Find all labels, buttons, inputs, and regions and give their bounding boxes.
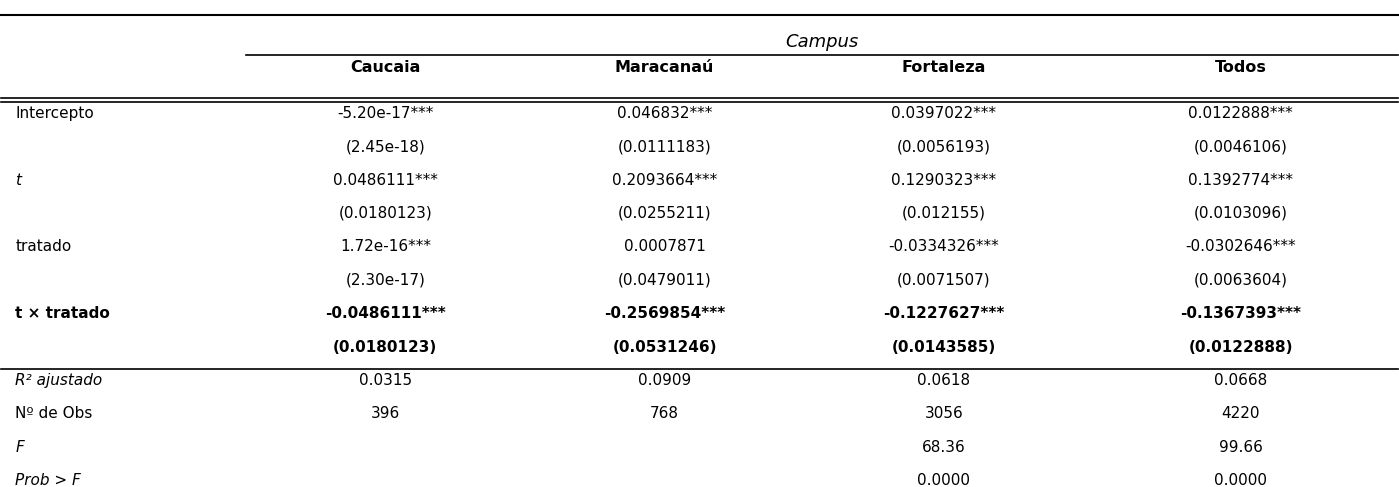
Text: Intercepto: Intercepto [15,106,94,121]
Text: 0.0397022***: 0.0397022*** [891,106,996,121]
Text: 0.2093664***: 0.2093664*** [611,172,718,187]
Text: (0.012155): (0.012155) [902,206,986,221]
Text: (0.0103096): (0.0103096) [1193,206,1287,221]
Text: (0.0046106): (0.0046106) [1193,139,1287,154]
Text: 0.0668: 0.0668 [1214,373,1267,388]
Text: t: t [15,172,21,187]
Text: 0.0315: 0.0315 [358,373,411,388]
Text: -0.0486111***: -0.0486111*** [325,306,446,321]
Text: 768: 768 [651,406,679,421]
Text: Prob > F: Prob > F [15,473,81,487]
Text: (0.0180123): (0.0180123) [333,339,438,355]
Text: 0.0000: 0.0000 [918,473,971,487]
Text: (0.0180123): (0.0180123) [339,206,432,221]
Text: Caucaia: Caucaia [350,60,421,75]
Text: 0.0007871: 0.0007871 [624,239,705,254]
Text: -0.1367393***: -0.1367393*** [1179,306,1301,321]
Text: 99.66: 99.66 [1219,440,1262,455]
Text: 68.36: 68.36 [922,440,965,455]
Text: 0.1290323***: 0.1290323*** [891,172,996,187]
Text: t × tratado: t × tratado [15,306,111,321]
Text: (0.0071507): (0.0071507) [897,273,990,288]
Text: 0.0909: 0.0909 [638,373,691,388]
Text: -0.0334326***: -0.0334326*** [888,239,999,254]
Text: (0.0122888): (0.0122888) [1188,339,1293,355]
Text: F: F [15,440,24,455]
Text: Maracanaú: Maracanaú [616,60,715,75]
Text: Fortaleza: Fortaleza [901,60,986,75]
Text: 0.1392774***: 0.1392774*** [1188,172,1293,187]
Text: (0.0056193): (0.0056193) [897,139,990,154]
Text: 0.0618: 0.0618 [918,373,971,388]
Text: tratado: tratado [15,239,71,254]
Text: -0.0302646***: -0.0302646*** [1185,239,1295,254]
Text: (0.0531246): (0.0531246) [613,339,716,355]
Text: 4220: 4220 [1221,406,1259,421]
Text: 0.046832***: 0.046832*** [617,106,712,121]
Text: 3056: 3056 [925,406,964,421]
Text: (0.0255211): (0.0255211) [618,206,712,221]
Text: 396: 396 [371,406,400,421]
Text: -5.20e-17***: -5.20e-17*** [337,106,434,121]
Text: 0.0122888***: 0.0122888*** [1188,106,1293,121]
Text: -0.1227627***: -0.1227627*** [883,306,1004,321]
Text: (0.0111183): (0.0111183) [618,139,712,154]
Text: R² ajustado: R² ajustado [15,373,102,388]
Text: (0.0479011): (0.0479011) [618,273,712,288]
Text: 0.0486111***: 0.0486111*** [333,172,438,187]
Text: 1.72e-16***: 1.72e-16*** [340,239,431,254]
Text: Todos: Todos [1214,60,1266,75]
Text: (2.30e-17): (2.30e-17) [346,273,425,288]
Text: Nº de Obs: Nº de Obs [15,406,92,421]
Text: (0.0143585): (0.0143585) [891,339,996,355]
Text: Campus: Campus [785,34,859,52]
Text: (2.45e-18): (2.45e-18) [346,139,425,154]
Text: -0.2569854***: -0.2569854*** [604,306,725,321]
Text: 0.0000: 0.0000 [1214,473,1267,487]
Text: (0.0063604): (0.0063604) [1193,273,1287,288]
